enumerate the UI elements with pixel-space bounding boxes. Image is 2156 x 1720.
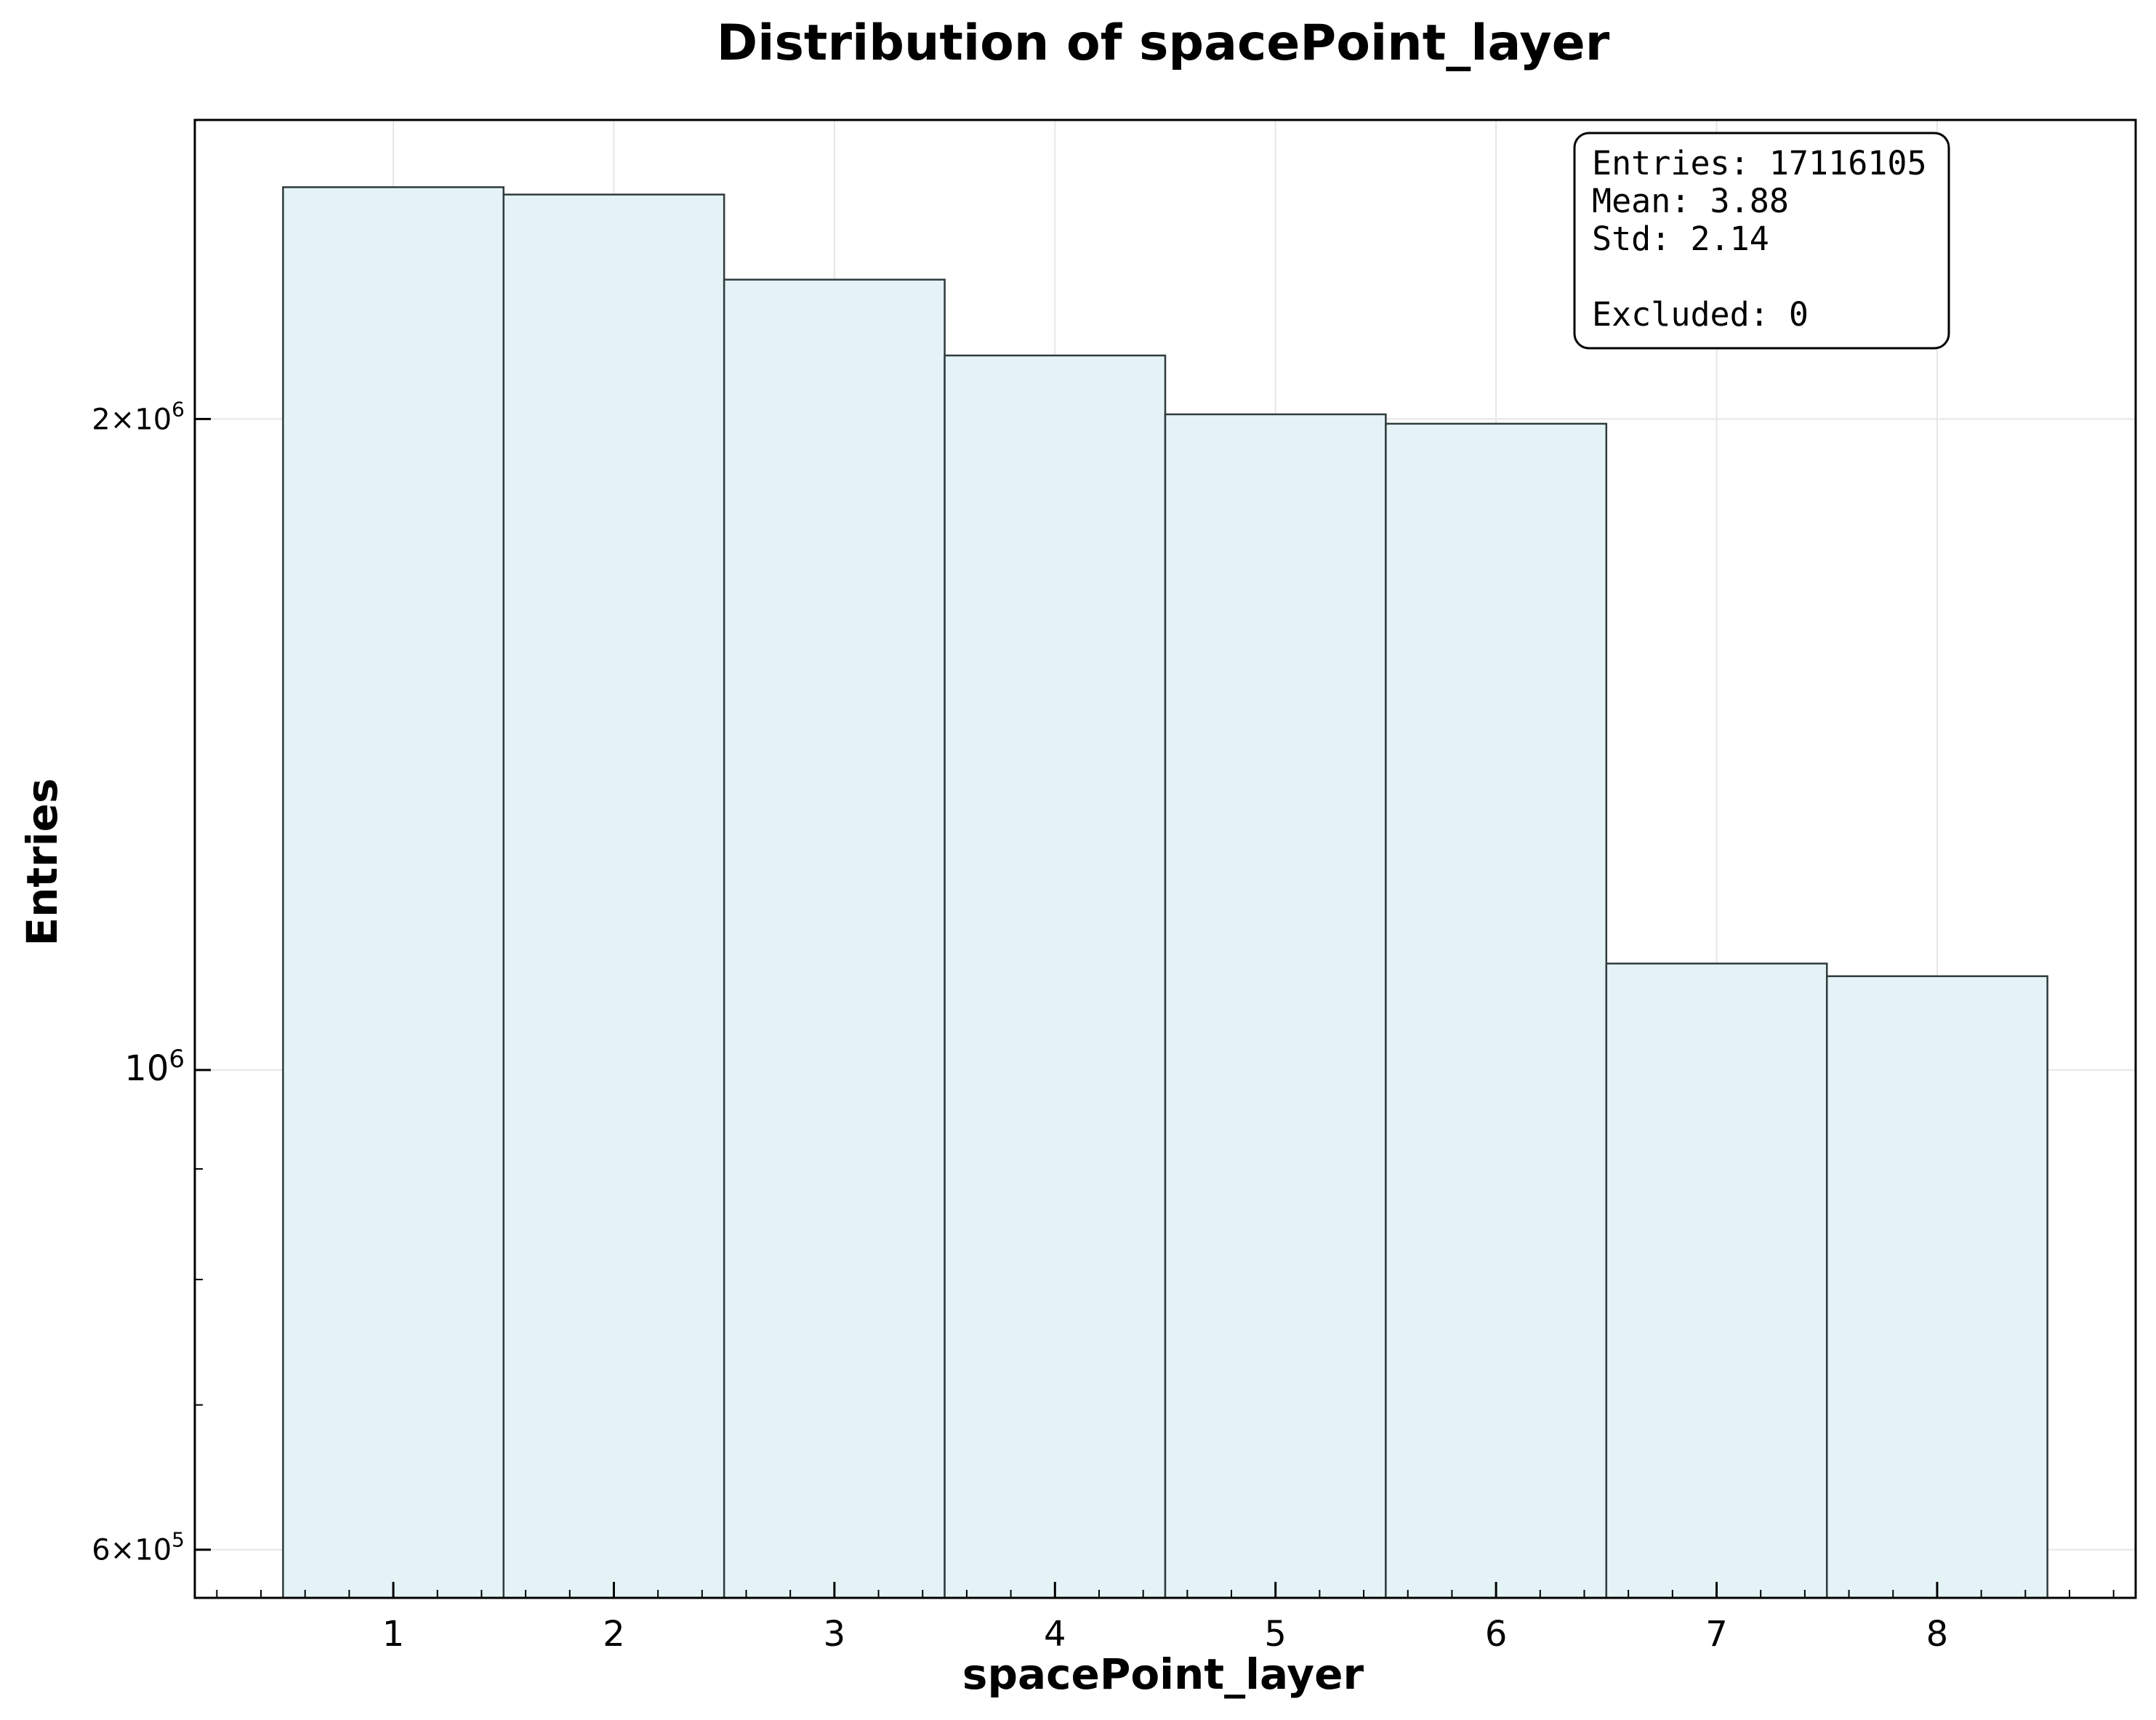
- chart-title: Distribution of spacePoint_layer: [717, 15, 1610, 72]
- histogram-bar: [1605, 963, 1828, 1599]
- y-tick-label: 2×106: [92, 397, 185, 436]
- x-tick-label: 6: [1485, 1614, 1508, 1655]
- stats-box: Entries: 17116105 Mean: 3.88 Std: 2.14 E…: [1573, 132, 1950, 350]
- stats-std: Std: 2.14: [1592, 220, 1769, 258]
- x-axis-label: spacePoint_layer: [962, 1649, 1364, 1699]
- histogram-bar: [723, 278, 946, 1599]
- y-axis-label: Entries: [17, 779, 67, 947]
- stats-entries: Entries: 17116105: [1592, 144, 1927, 182]
- histogram-bar: [502, 193, 725, 1599]
- x-axis: 1 2 3 4 5 6 7 8: [216, 1582, 2115, 1655]
- x-tick-label: 5: [1264, 1614, 1287, 1655]
- bars: [282, 186, 2048, 1599]
- y-tick-label: 106: [124, 1045, 185, 1089]
- histogram-bar: [1385, 422, 1608, 1599]
- y-tick-label: 6×105: [92, 1528, 185, 1567]
- histogram-bar: [1825, 975, 2048, 1599]
- histogram-bar: [944, 354, 1167, 1599]
- y-axis: 6×105 106 2×106: [92, 397, 211, 1567]
- histogram-bar: [282, 186, 505, 1599]
- stats-excluded: Excluded: 0: [1592, 295, 1809, 334]
- x-tick-label: 1: [382, 1614, 405, 1655]
- x-tick-label: 4: [1044, 1614, 1066, 1655]
- x-tick-label: 2: [603, 1614, 625, 1655]
- x-tick-label: 8: [1926, 1614, 1949, 1655]
- x-tick-label: 3: [824, 1614, 846, 1655]
- stats-box-frame: [1573, 132, 1950, 350]
- x-tick-label: 7: [1705, 1614, 1728, 1655]
- plot-frame: [193, 118, 2137, 1599]
- histogram-bar: [1164, 413, 1387, 1599]
- stats-mean: Mean: 3.88: [1592, 182, 1789, 220]
